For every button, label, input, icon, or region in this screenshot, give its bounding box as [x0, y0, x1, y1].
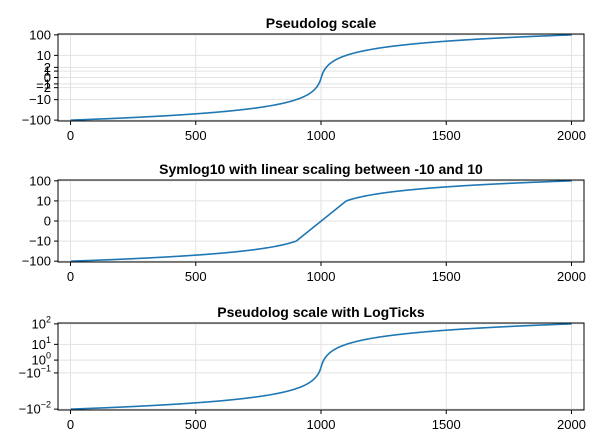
- y-tick-label: 2: [44, 60, 51, 75]
- x-tick-label: 1500: [432, 417, 461, 432]
- x-tick-label: 0: [67, 269, 74, 284]
- x-tick-label: 0: [67, 417, 74, 432]
- y-tick-label: −1: [36, 76, 51, 91]
- chart-panel-symlog: Symlog10 with linear scaling between -10…: [22, 161, 586, 284]
- chart-panel-logticks: Pseudolog scale with LogTicks 0 500 1000 15…: [19, 304, 586, 432]
- y-tick-label: −10−1: [19, 363, 51, 380]
- series-line: [70, 323, 572, 410]
- chart-title: Pseudolog scale: [266, 15, 377, 31]
- x-tick-label: 500: [185, 128, 207, 143]
- chart-title: Symlog10 with linear scaling between -10…: [159, 161, 483, 177]
- chart-title: Pseudolog scale with LogTicks: [217, 304, 425, 320]
- x-tick-label: 500: [185, 417, 207, 432]
- x-tick-label: 2000: [557, 417, 586, 432]
- y-tick-label: −100: [22, 113, 51, 128]
- x-tick-label: 2000: [557, 269, 586, 284]
- y-tick-label: 100: [29, 173, 51, 188]
- y-tick-label: 1: [44, 64, 51, 79]
- y-tick-label: −10: [29, 92, 51, 107]
- y-tick-label: 0: [44, 70, 51, 85]
- x-tick-label: 1500: [432, 269, 461, 284]
- x-tick-label: 1500: [432, 128, 461, 143]
- series-line: [70, 34, 572, 121]
- x-tick-label: 0: [67, 128, 74, 143]
- y-tick-label: 102: [32, 314, 51, 331]
- y-tick-label: −2: [36, 80, 51, 95]
- y-tick-label: 10: [37, 193, 51, 208]
- y-tick-label: 100: [32, 351, 51, 368]
- y-tick-label: 100: [29, 27, 51, 42]
- y-tick-label: 10: [37, 48, 51, 63]
- y-tick-label: −10−2: [19, 400, 51, 417]
- y-tick-label: 101: [32, 335, 51, 352]
- y-tick-label: −100: [22, 254, 51, 269]
- x-tick-label: 1000: [307, 269, 336, 284]
- y-tick-label: −10: [29, 234, 51, 249]
- chart-panel-pseudolog: Pseudolog scale 0 500 1000 1500 200010010210…: [22, 15, 586, 143]
- y-tick-label: 0: [44, 214, 51, 229]
- x-tick-label: 2000: [557, 128, 586, 143]
- x-tick-label: 1000: [307, 417, 336, 432]
- x-tick-label: 500: [185, 269, 207, 284]
- series-line: [70, 180, 572, 262]
- x-tick-label: 1000: [307, 128, 336, 143]
